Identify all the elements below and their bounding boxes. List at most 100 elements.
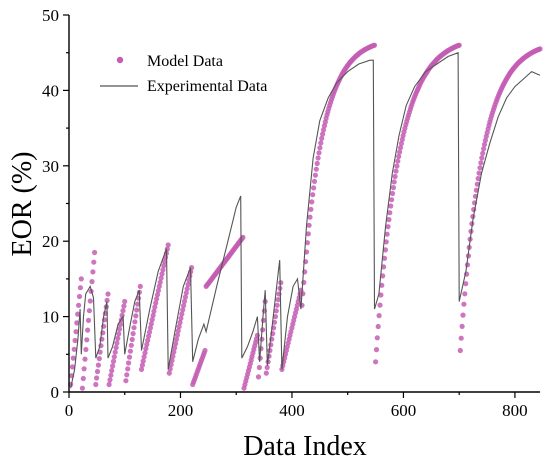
model-data-point <box>115 335 121 341</box>
model-data-point <box>145 337 151 343</box>
model-data-point <box>314 160 320 167</box>
model-data-point <box>141 354 147 360</box>
model-data-point <box>143 346 149 352</box>
model-data-point <box>71 346 77 352</box>
model-data-point <box>107 377 113 383</box>
model-data-point <box>264 364 270 371</box>
model-data-point <box>173 336 180 342</box>
model-data-point <box>379 282 385 288</box>
x-tick-label: 200 <box>168 401 194 420</box>
model-data-point <box>177 319 183 326</box>
model-data-point <box>147 325 153 331</box>
model-data-point <box>173 341 179 347</box>
model-data-point <box>482 137 488 143</box>
model-data-point <box>398 140 404 147</box>
model-data-point <box>111 354 117 360</box>
model-data-point <box>378 292 384 298</box>
model-data-point <box>96 356 102 362</box>
legend-label-experimental-data: Experimental Data <box>147 78 267 95</box>
model-data-point <box>457 347 463 354</box>
model-data-point <box>161 263 167 269</box>
model-data-point <box>273 308 279 314</box>
model-data-point <box>170 353 176 359</box>
model-data-point <box>175 328 181 334</box>
model-data-point <box>142 350 148 356</box>
x-tick-label: 800 <box>502 401 528 420</box>
model-data-point <box>305 231 311 237</box>
model-data-point <box>90 269 96 275</box>
model-data-point <box>315 155 321 161</box>
model-data-point <box>87 298 93 304</box>
model-data-point <box>462 291 468 297</box>
model-data-point <box>474 181 480 187</box>
model-data-point <box>146 329 153 335</box>
model-data-point <box>157 279 163 285</box>
model-data-point <box>183 290 189 296</box>
model-data-point <box>320 131 326 137</box>
model-data-point <box>69 364 75 370</box>
model-data-point <box>308 206 314 212</box>
model-data-point <box>74 320 80 326</box>
model-data-point <box>134 307 140 313</box>
model-data-point <box>137 283 143 289</box>
y-tick-label: 50 <box>42 6 59 25</box>
model-data-point <box>122 298 128 305</box>
model-data-point <box>481 141 488 148</box>
model-data-point <box>397 145 404 151</box>
model-data-point <box>165 242 171 248</box>
model-data-point <box>121 303 127 309</box>
model-data-point <box>310 192 316 198</box>
model-data-point <box>133 313 139 319</box>
model-data-point <box>463 281 469 287</box>
model-data-point <box>381 264 387 270</box>
model-data-point <box>180 307 186 313</box>
model-data-point <box>318 140 324 146</box>
model-data-point <box>481 146 487 152</box>
model-data-point <box>149 317 155 323</box>
model-data-point <box>152 304 158 310</box>
model-data-point <box>386 217 392 223</box>
model-data-point <box>259 336 265 342</box>
model-data-point <box>182 294 188 300</box>
model-data-point <box>477 165 483 171</box>
y-tick-label: 30 <box>42 157 59 176</box>
model-data-point <box>374 335 380 341</box>
model-data-point <box>85 327 91 333</box>
model-data-point <box>256 364 262 371</box>
x-tick-label: 400 <box>279 401 305 420</box>
model-data-point <box>94 375 100 381</box>
model-data-point <box>128 342 134 348</box>
model-data-point <box>300 291 306 297</box>
model-data-point <box>166 370 172 376</box>
model-data-point <box>116 326 123 332</box>
model-data-point <box>275 297 281 303</box>
axes: 0 200 400 600 800 0 10 20 30 40 50 <box>42 6 540 420</box>
model-data-point <box>124 372 130 378</box>
model-data-point <box>460 312 466 318</box>
model-data-point <box>181 303 187 309</box>
model-data-point <box>393 168 399 174</box>
model-data-point <box>389 197 395 203</box>
model-data-point <box>130 331 136 337</box>
model-data-point <box>456 42 462 48</box>
model-data-point <box>373 359 379 365</box>
model-data-point <box>375 323 381 330</box>
model-data-point <box>240 234 246 240</box>
model-data-point <box>75 311 81 317</box>
model-data-point <box>399 136 405 143</box>
model-data-point <box>478 160 484 166</box>
model-data-point <box>112 349 118 355</box>
model-data-point <box>104 297 110 303</box>
model-data-point <box>385 224 391 230</box>
model-data-point <box>146 333 152 339</box>
model-data-point <box>144 341 150 348</box>
model-data-point <box>78 276 84 282</box>
model-data-point <box>389 190 396 197</box>
model-data-point <box>86 308 92 314</box>
model-data-point <box>89 279 95 285</box>
model-data-point <box>108 372 114 378</box>
series-model-data <box>68 42 543 391</box>
x-tick-label: 600 <box>391 401 417 420</box>
model-data-point <box>94 368 101 375</box>
model-data-point <box>132 319 138 325</box>
